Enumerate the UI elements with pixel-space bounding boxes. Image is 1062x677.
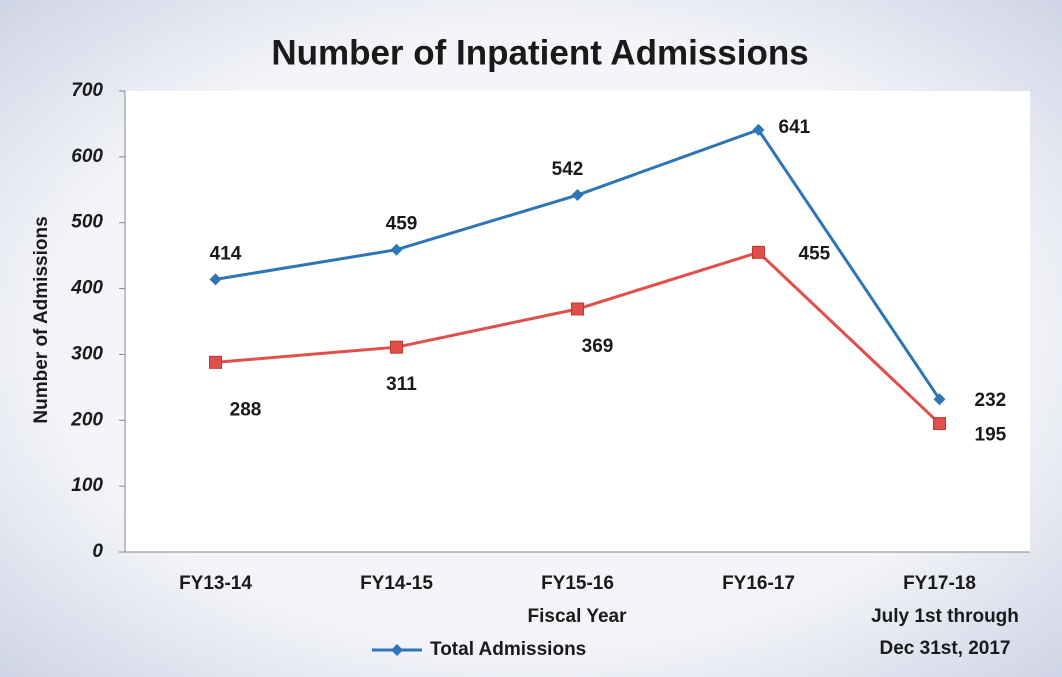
data-label: 369 <box>582 336 614 357</box>
annotation: Dec 31st, 2017 <box>880 638 1011 659</box>
marker <box>209 355 222 369</box>
marker <box>571 189 584 202</box>
data-label: 414 <box>210 243 242 264</box>
marker <box>571 302 584 316</box>
marker <box>933 393 946 406</box>
annotation: July 1st through <box>871 606 1019 627</box>
data-label: 459 <box>386 214 418 235</box>
marker <box>391 644 403 656</box>
legend-label: Total Admissions <box>430 639 586 660</box>
marker <box>390 243 403 256</box>
data-label: 641 <box>779 117 811 138</box>
x-tick-label: FY14-15 <box>360 573 433 594</box>
data-label: 311 <box>386 374 417 395</box>
x-tick-label: FY17-18 <box>903 573 976 594</box>
y-tick-label: 700 <box>71 80 103 101</box>
marker <box>390 340 403 354</box>
marker <box>209 273 222 286</box>
x-tick-label: FY13-14 <box>179 573 252 594</box>
data-label: 542 <box>552 159 584 180</box>
y-tick-label: 500 <box>71 212 103 233</box>
y-tick-label: 0 <box>92 541 103 562</box>
x-axis-title: Fiscal Year <box>528 606 628 627</box>
plot-area <box>125 91 1030 552</box>
y-tick-label: 600 <box>71 146 103 167</box>
data-label: 288 <box>230 399 262 420</box>
marker <box>752 245 765 259</box>
y-tick-label: 400 <box>70 278 103 299</box>
data-label: 195 <box>975 425 1007 446</box>
y-tick-label: 300 <box>71 343 103 364</box>
y-tick-label: 100 <box>71 475 103 496</box>
x-tick-label: FY15-16 <box>541 573 614 594</box>
x-tick-label: FY16-17 <box>722 573 795 594</box>
marker <box>752 123 765 136</box>
y-axis-title: Number of Admissions <box>31 216 52 423</box>
marker <box>933 417 946 431</box>
data-label: 455 <box>799 243 831 264</box>
chart-title: Number of Inpatient Admissions <box>271 33 808 72</box>
y-tick-label: 200 <box>70 409 103 430</box>
data-label: 232 <box>975 390 1007 411</box>
